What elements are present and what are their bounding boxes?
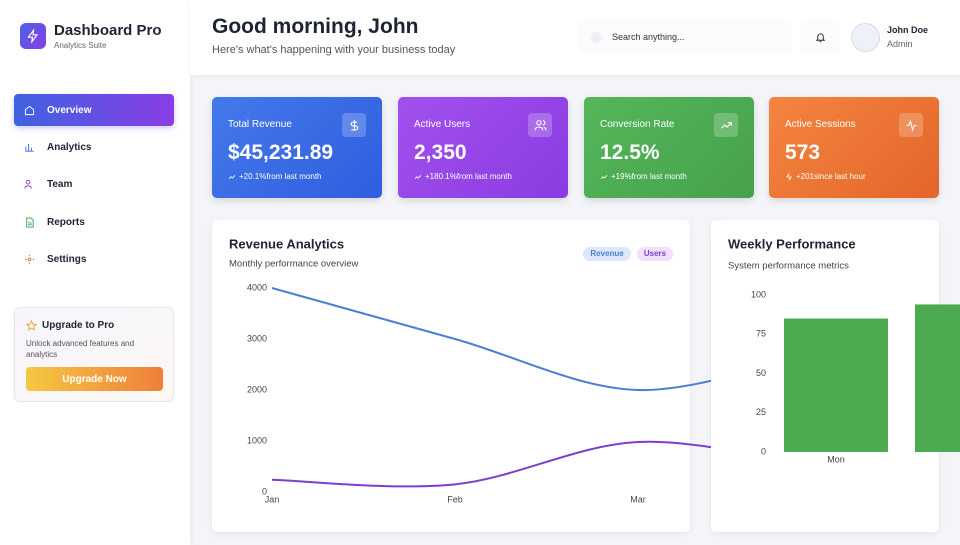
nav-label: Settings	[47, 253, 87, 265]
user-role: Admin	[887, 39, 913, 49]
nav-item[interactable]: Settings	[14, 243, 174, 275]
nav-label: Reports	[47, 216, 85, 228]
y-tick-label: 0	[761, 446, 766, 456]
nav-label: Team	[47, 178, 73, 190]
upgrade-button[interactable]: Upgrade Now	[26, 367, 163, 391]
search-icon	[591, 31, 602, 43]
nav-item[interactable]: Team	[14, 168, 174, 200]
card-value: 12.5%	[600, 141, 660, 164]
legend-pill	[637, 247, 673, 261]
stat-card: Conversion Rate 12.5% +19%from last month	[584, 97, 754, 198]
card-value: $45,231.89	[228, 141, 334, 164]
nav-label: Overview	[47, 104, 92, 116]
y-tick-label: 2000	[247, 384, 267, 394]
nav-item[interactable]: Analytics	[14, 131, 174, 163]
x-tick-label: Feb	[447, 494, 463, 504]
card-icon	[899, 113, 923, 137]
card-change-text: +20.1%from last month	[239, 172, 322, 181]
nav-icon	[24, 105, 35, 115]
nav-icon	[24, 179, 32, 189]
card-change: +19%from last month	[600, 172, 687, 181]
sidebar: Dashboard Pro Analytics Suite Overview An…	[0, 0, 190, 545]
y-tick-label: 4000	[247, 282, 267, 292]
y-tick-label: 100	[751, 289, 766, 299]
bar	[784, 318, 888, 452]
y-tick-label: 3000	[247, 333, 267, 343]
chart-title: Weekly Performance	[728, 236, 856, 251]
avatar[interactable]	[851, 23, 880, 52]
notification-button[interactable]	[800, 20, 840, 54]
card-change: +180.1%from last month	[414, 172, 512, 181]
card-title: Total Revenue	[228, 119, 292, 130]
weekly-chart: Weekly Performance System performance met…	[728, 236, 960, 464]
search-box[interactable]: Search anything...	[578, 20, 792, 54]
card-change-text: +201since last hour	[796, 172, 866, 181]
card-icon	[528, 113, 552, 137]
user-name: John Doe	[887, 25, 929, 35]
nav-icon	[25, 143, 34, 152]
card-icon	[714, 113, 738, 137]
legend-label: Users	[644, 249, 667, 258]
chart-subtitle: System performance metrics	[728, 261, 849, 272]
legend-pill	[583, 247, 631, 261]
chart-subtitle: Monthly performance overview	[229, 259, 358, 270]
brand-tagline: Analytics Suite	[54, 41, 107, 50]
nav-item[interactable]: Overview	[14, 94, 174, 126]
nav-label: Analytics	[47, 141, 92, 153]
chart-title: Revenue Analytics	[229, 236, 344, 251]
nav-icon	[24, 254, 35, 264]
nav-item[interactable]: Reports	[14, 206, 174, 238]
card-change: +201since last hour	[785, 172, 866, 181]
upgrade-title: Upgrade to Pro	[42, 320, 115, 331]
bar	[915, 304, 960, 452]
revenue-chart: Revenue Analytics Monthly performance ove…	[229, 236, 822, 504]
logo	[20, 23, 46, 49]
y-tick-label: 75	[756, 329, 766, 339]
card-change-text: +180.1%from last month	[425, 172, 512, 181]
nav-icon	[26, 216, 34, 228]
card-icon	[342, 113, 366, 137]
greeting-subtitle: Here's what's happening with your busine…	[212, 44, 456, 56]
upgrade-box: Upgrade to Pro Unlock advanced features …	[14, 307, 174, 402]
x-tick-label: Mar	[630, 494, 646, 504]
y-tick-label: 1000	[247, 435, 267, 445]
y-tick-label: 50	[756, 368, 766, 378]
card-title: Active Users	[414, 119, 471, 130]
card-value: 573	[785, 141, 821, 164]
card-value: 2,350	[414, 141, 467, 164]
y-tick-label: 25	[756, 407, 766, 417]
legend-label: Revenue	[590, 249, 624, 258]
card-change: +20.1%from last month	[228, 172, 321, 181]
stat-card: Active Users 2,350 +180.1%from last month	[398, 97, 568, 198]
upgrade-text: Unlock advanced features and analytics	[26, 339, 135, 359]
card-title: Conversion Rate	[600, 119, 675, 130]
stat-card: Total Revenue $45,231.89 +20.1%from last m…	[212, 97, 382, 198]
brand-name: Dashboard Pro	[54, 22, 162, 39]
card-change-text: +19%from last month	[611, 172, 687, 181]
search-placeholder: Search anything...	[612, 32, 685, 42]
greeting: Good morning, John	[212, 15, 419, 38]
stat-card: Active Sessions 573 +201since last hour	[769, 97, 939, 198]
y-tick-label: 0	[262, 486, 267, 496]
x-tick-label: Jan	[265, 494, 280, 504]
card-title: Active Sessions	[785, 119, 856, 130]
x-tick-label: Mon	[827, 454, 845, 464]
